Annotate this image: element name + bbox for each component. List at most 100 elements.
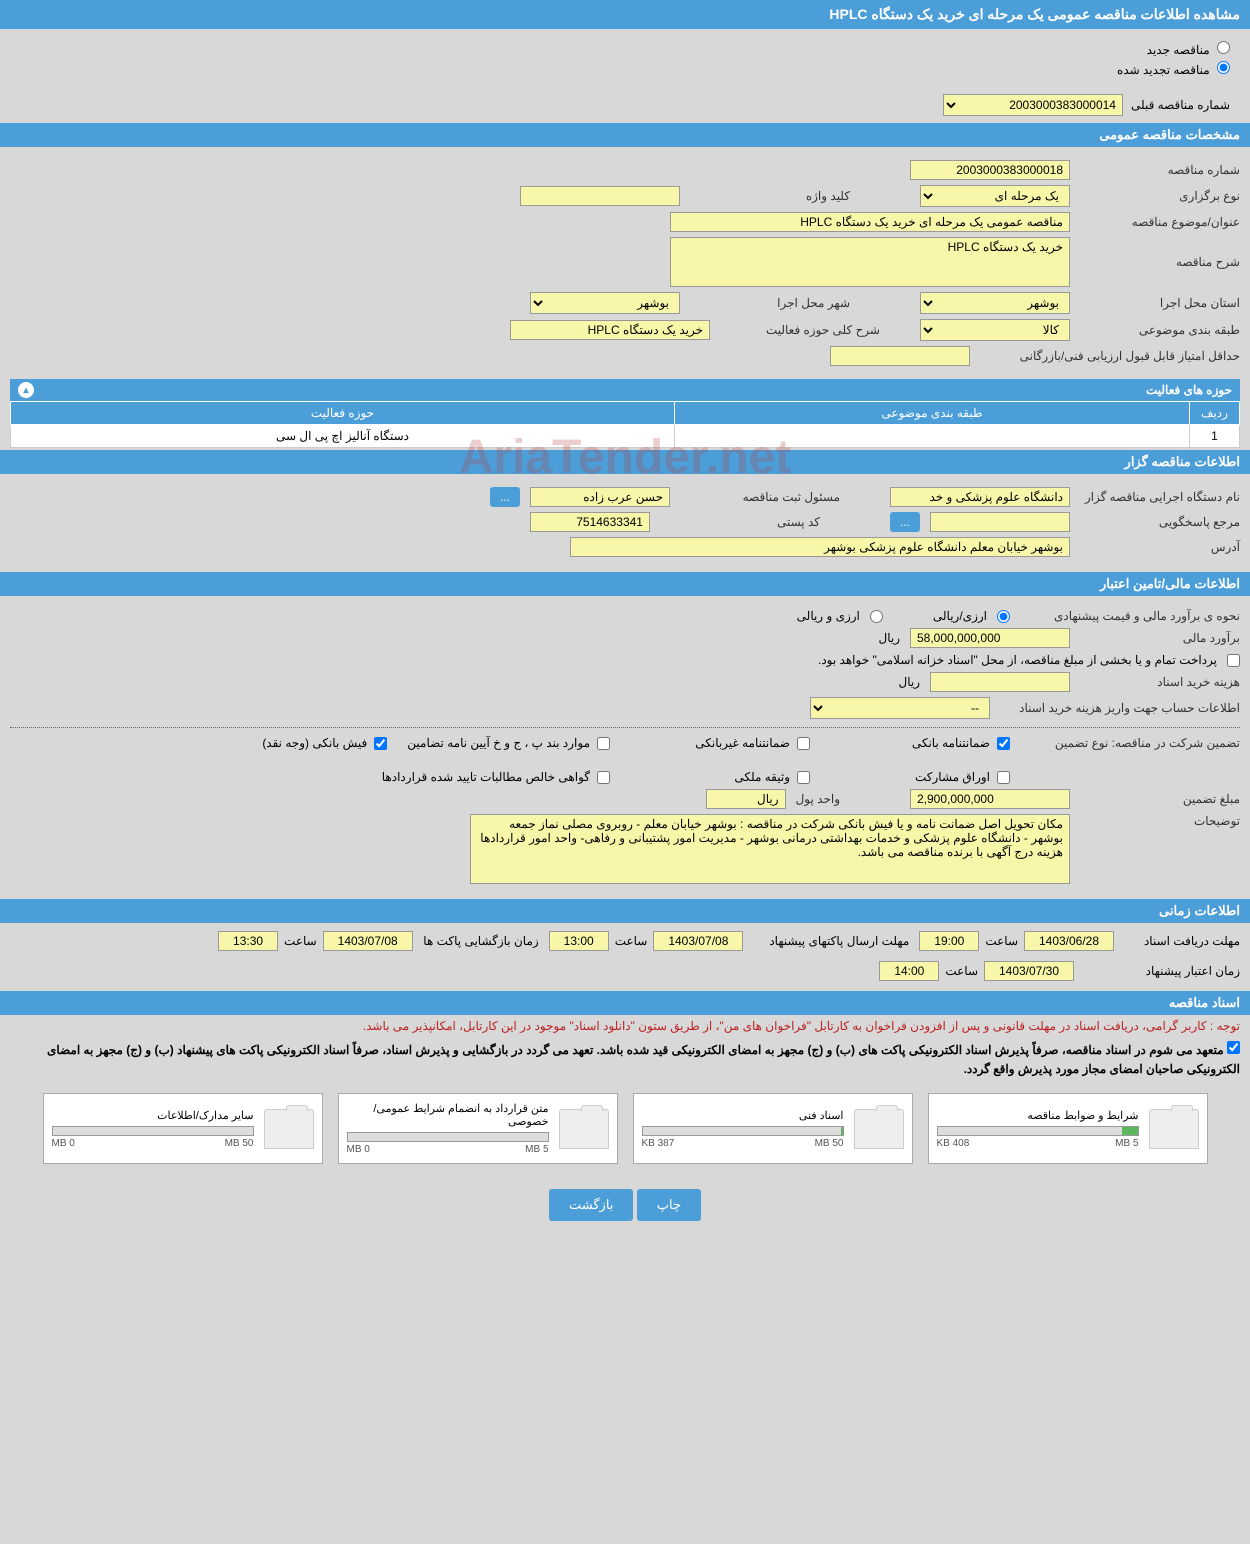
folder-icon: [1149, 1109, 1199, 1149]
chk-clause[interactable]: [597, 737, 610, 750]
open-time[interactable]: [218, 931, 278, 951]
open-label: زمان بازگشایی پاکت ها: [419, 934, 539, 948]
doc-deadline-date[interactable]: [1024, 931, 1114, 951]
section-timing: اطلاعات زمانی: [0, 899, 1250, 923]
activity-table: ردیف طبقه بندی موضوعی حوزه فعالیت 1دستگا…: [10, 401, 1240, 448]
doc-title: شرایط و ضوابط مناقصه: [937, 1109, 1139, 1122]
chk-property[interactable]: [797, 771, 810, 784]
desc-textarea[interactable]: [670, 237, 1070, 287]
validity-date[interactable]: [984, 961, 1074, 981]
general-form: شماره مناقصه نوع برگزاری یک مرحله ای کلی…: [0, 147, 1250, 379]
folder-icon: [854, 1109, 904, 1149]
section-financial: اطلاعات مالی/تامین اعتبار: [0, 572, 1250, 596]
subject-input[interactable]: [670, 212, 1070, 232]
doc-used: 387 KB: [642, 1138, 675, 1149]
city-label: شهر محل اجرا: [690, 296, 850, 310]
doc-deadline-time[interactable]: [919, 931, 979, 951]
estimate-method-label: نحوه ی برآورد مالی و قیمت پیشنهادی: [1020, 609, 1240, 623]
page-title: مشاهده اطلاعات مناقصه عمومی یک مرحله ای …: [0, 0, 1250, 29]
hold-type-select[interactable]: یک مرحله ای: [920, 185, 1070, 207]
min-score-label: حداقل امتیاز قابل قبول ارزیابی فنی/بازرگ…: [980, 349, 1240, 363]
doc-card[interactable]: شرایط و ضوابط مناقصه5 MB408 KB: [928, 1093, 1208, 1164]
estimate-label: برآورد مالی: [1080, 631, 1240, 645]
chk-contract-claims[interactable]: [597, 771, 610, 784]
ellipsis-button-1[interactable]: ...: [490, 487, 520, 507]
prev-tender-select[interactable]: 2003000383000014: [943, 94, 1123, 116]
doc-card[interactable]: اسناد فنی 50 MB 387 KB: [633, 1093, 913, 1164]
radio-currency[interactable]: [870, 610, 883, 623]
doc-total: 50 MB: [225, 1138, 254, 1149]
org-input[interactable]: [890, 487, 1070, 507]
radio-new-tender[interactable]: [1217, 41, 1230, 54]
doc-used: 0 MB: [52, 1138, 75, 1149]
commitment-checkbox[interactable]: [1227, 1041, 1240, 1054]
packet-send-date[interactable]: [653, 931, 743, 951]
min-score-input[interactable]: [830, 346, 970, 366]
registrar-label: مسئول ثبت مناقصه: [680, 490, 840, 504]
doc-title: متن قرارداد به انضمام شرایط عمومی/خصوصی: [347, 1102, 549, 1128]
notes-textarea[interactable]: [470, 814, 1070, 884]
rial-unit-1: ریال: [878, 631, 900, 645]
doc-fee-input[interactable]: [930, 672, 1070, 692]
doc-deadline-label: مهلت دریافت اسناد: [1120, 934, 1240, 948]
address-label: آدرس: [1080, 540, 1240, 554]
collapse-icon[interactable]: ▴: [18, 382, 34, 398]
guarantee-amount-input[interactable]: [910, 789, 1070, 809]
account-info-select[interactable]: --: [810, 697, 990, 719]
open-date[interactable]: [323, 931, 413, 951]
subject-label: عنوان/موضوع مناقصه: [1080, 215, 1240, 229]
keyword-input[interactable]: [520, 186, 680, 206]
postal-input[interactable]: [530, 512, 650, 532]
estimate-input[interactable]: [910, 628, 1070, 648]
responder-input[interactable]: [930, 512, 1070, 532]
radio-rial[interactable]: [997, 610, 1010, 623]
city-select[interactable]: بوشهر: [530, 292, 680, 314]
category-label: طبقه بندی موضوعی: [1080, 323, 1240, 337]
address-input[interactable]: [570, 537, 1070, 557]
activity-header-text: حوزه های فعالیت: [1146, 383, 1232, 397]
col-category: طبقه بندی موضوعی: [674, 402, 1189, 425]
validity-time[interactable]: [879, 961, 939, 981]
province-select[interactable]: بوشهر: [920, 292, 1070, 314]
keyword-label: کلید واژه: [690, 189, 850, 203]
unit-label: واحد پول: [796, 792, 840, 806]
chk-securities[interactable]: [997, 771, 1010, 784]
activity-scope-label: شرح کلی حوزه فعالیت: [720, 323, 880, 337]
doc-card[interactable]: متن قرارداد به انضمام شرایط عمومی/خصوصی5…: [338, 1093, 618, 1164]
radio-renew-tender[interactable]: [1217, 61, 1230, 74]
activity-area-header: حوزه های فعالیت ▴: [10, 379, 1240, 401]
doc-title: سایر مدارک/اطلاعات: [52, 1109, 254, 1122]
packet-send-time[interactable]: [549, 931, 609, 951]
tender-no-input[interactable]: [910, 160, 1070, 180]
doc-card[interactable]: سایر مدارک/اطلاعات 50 MB 0 MB: [43, 1093, 323, 1164]
registrar-input[interactable]: [530, 487, 670, 507]
doc-total: 5 MB: [1115, 1138, 1138, 1149]
account-info-label: اطلاعات حساب جهت واریز هزینه خرید اسناد: [1000, 701, 1240, 715]
chk-nonbank-guarantee[interactable]: [797, 737, 810, 750]
organizer-form: نام دستگاه اجرایی مناقصه گزار مسئول ثبت …: [0, 474, 1250, 570]
section-organizer: اطلاعات مناقصه گزار: [0, 450, 1250, 474]
col-row: ردیف: [1190, 402, 1240, 425]
back-button[interactable]: بازگشت: [549, 1189, 633, 1221]
treasury-checkbox[interactable]: [1227, 654, 1240, 667]
activity-scope-input[interactable]: [510, 320, 710, 340]
unit-input[interactable]: [706, 789, 786, 809]
rial-unit-2: ریال: [898, 675, 920, 689]
section-docs: اسناد مناقصه: [0, 991, 1250, 1015]
folder-icon: [559, 1109, 609, 1149]
doc-fee-label: هزینه خرید اسناد: [1080, 675, 1240, 689]
prev-tender-label: شماره مناقصه قبلی: [1131, 98, 1230, 112]
notes-label: توضیحات: [1080, 814, 1240, 828]
print-button[interactable]: چاپ: [637, 1189, 701, 1221]
doc-total: 50 MB: [815, 1138, 844, 1149]
folder-icon: [264, 1109, 314, 1149]
chk-cash[interactable]: [374, 737, 387, 750]
doc-title: اسناد فنی: [642, 1109, 844, 1122]
tender-type-section: مناقصه جدید مناقصه تجدید شده: [0, 29, 1250, 89]
ellipsis-button-2[interactable]: ...: [890, 512, 920, 532]
chk-bank-guarantee[interactable]: [997, 737, 1010, 750]
col-activity: حوزه فعالیت: [11, 402, 675, 425]
button-row: چاپ بازگشت: [0, 1174, 1250, 1236]
category-select[interactable]: کالا: [920, 319, 1070, 341]
time-label-1: ساعت: [985, 934, 1018, 948]
